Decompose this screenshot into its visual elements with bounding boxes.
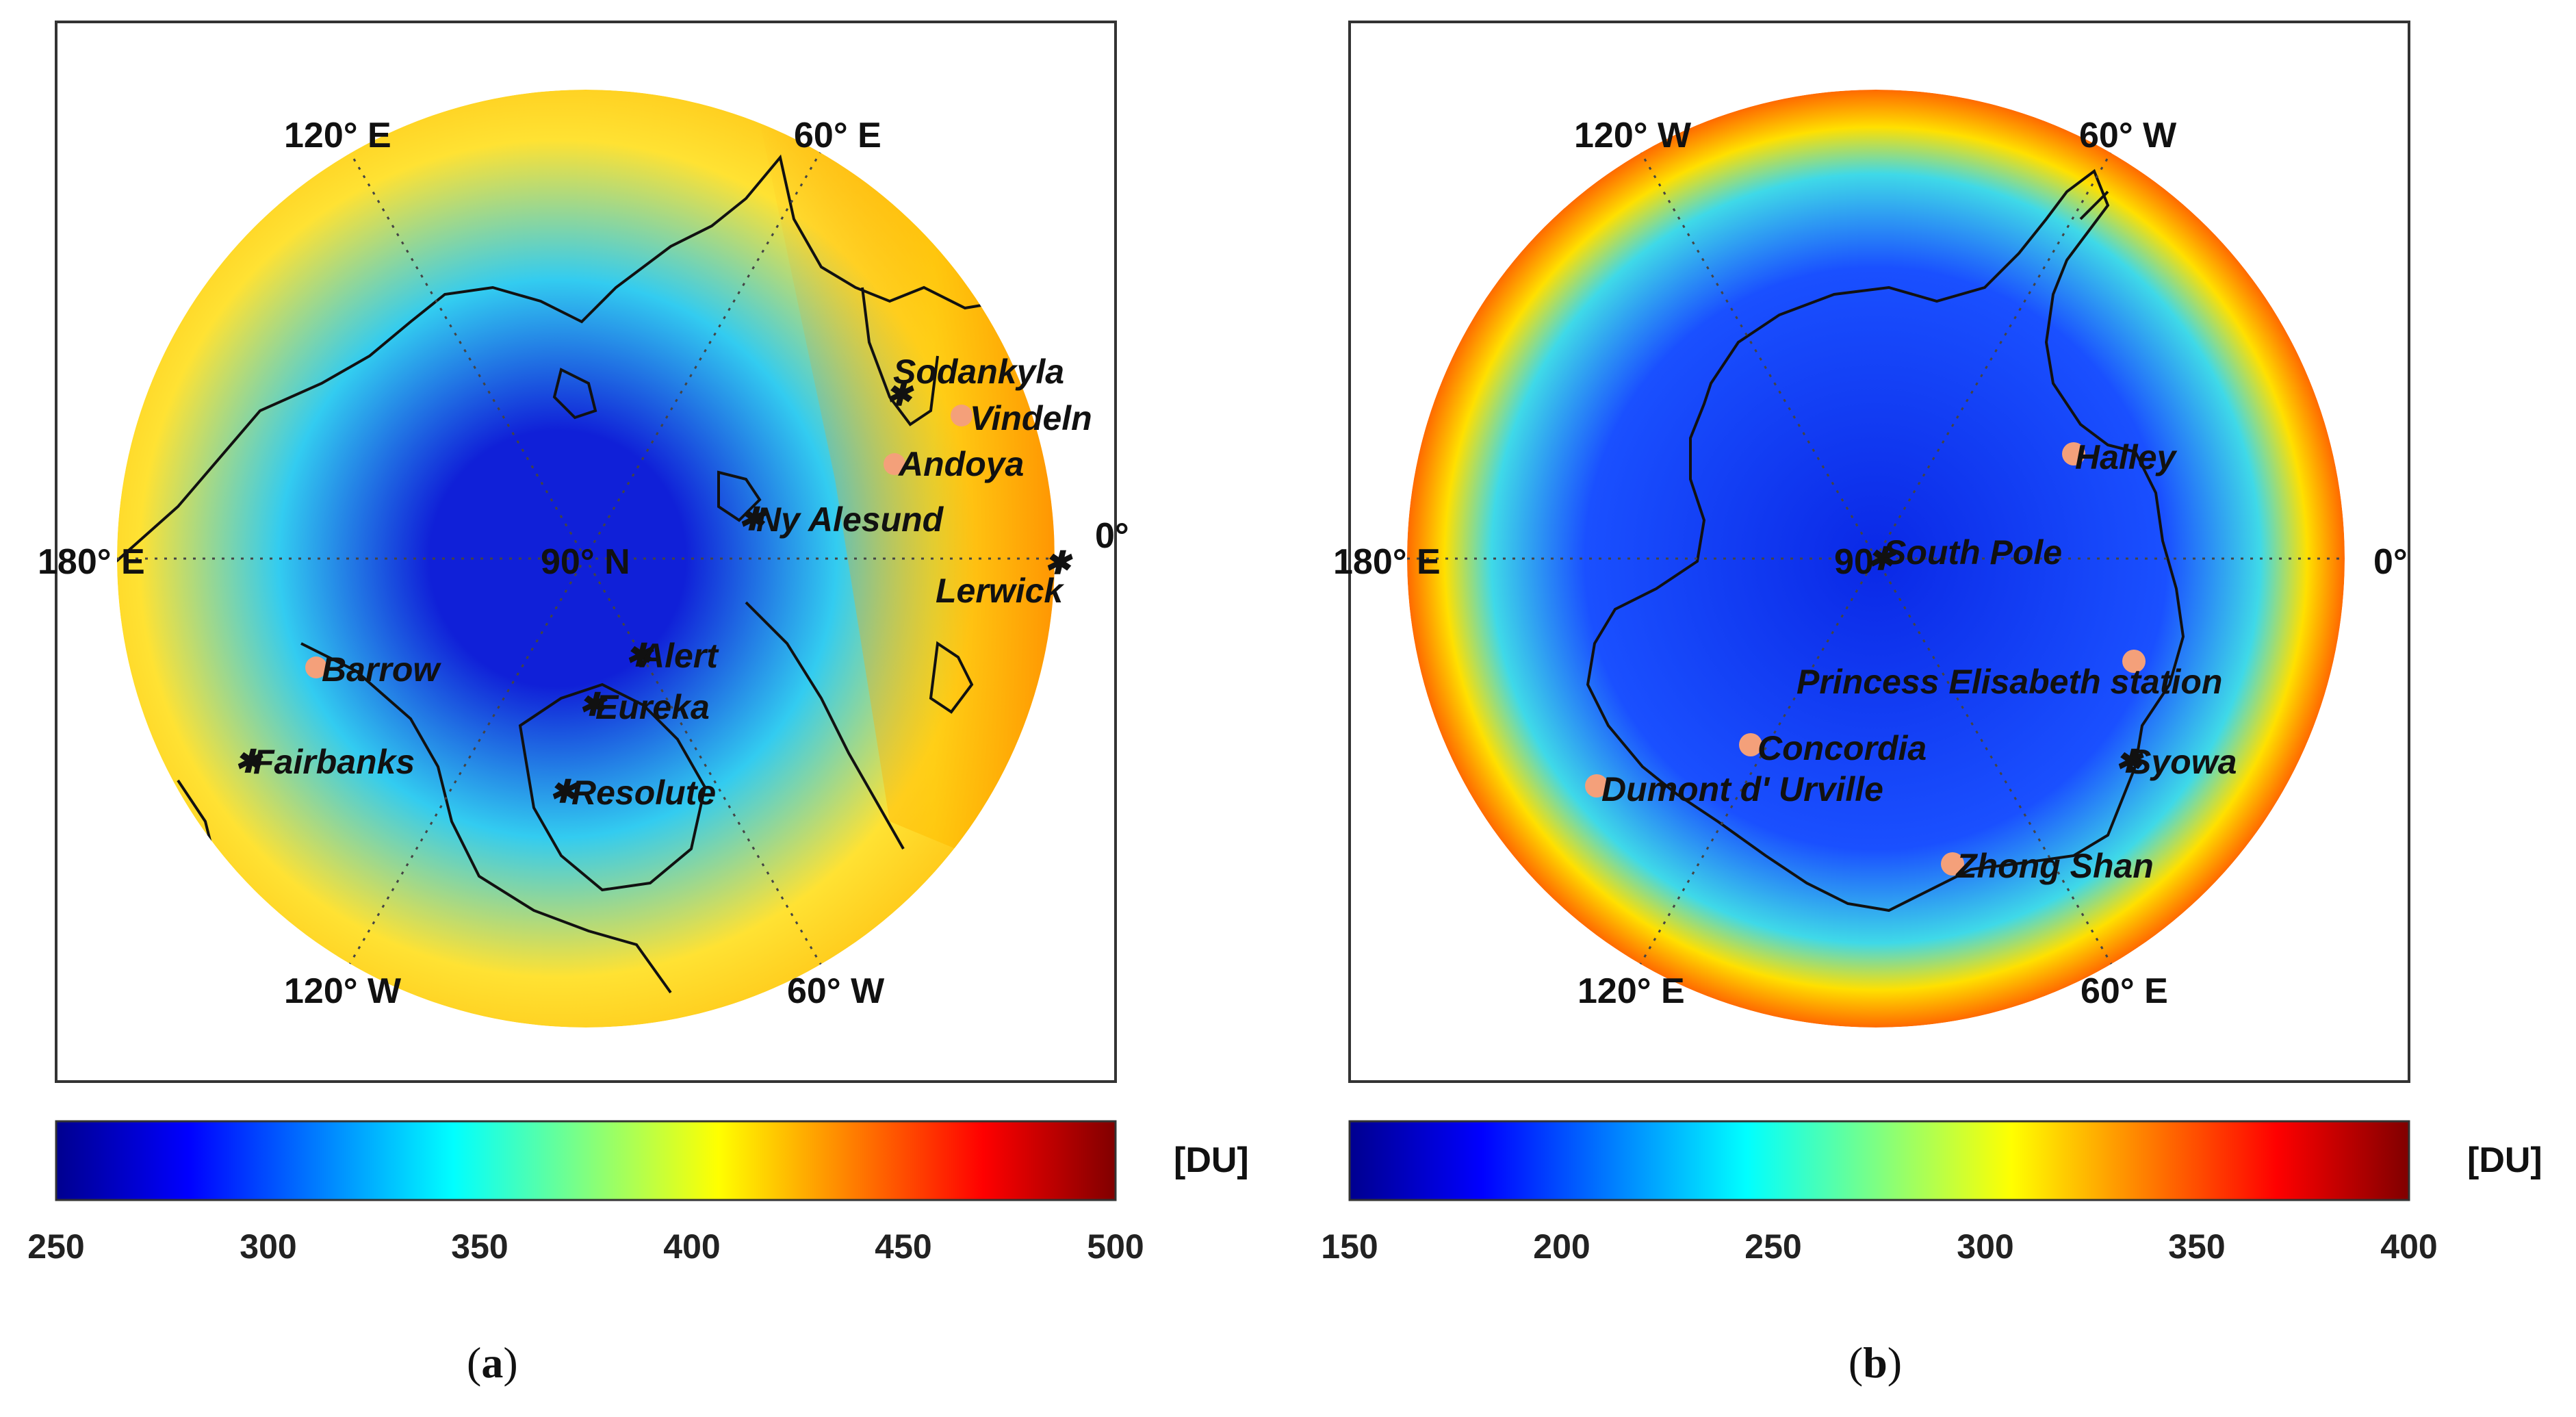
station-resolute: ✱ Resolute	[550, 774, 716, 812]
station-label: Alert	[639, 637, 719, 675]
station-label: South Pole	[1883, 533, 2062, 572]
station-ny-alesund: ✱ Ny Alesund	[738, 500, 944, 539]
panel-a-stations: ✱ Sodankyla Vindeln Andoya ✱ Ny Alesund …	[235, 353, 1092, 812]
panel-a-colorbar: [DU] 250 300 350 400 450 500	[27, 1120, 1249, 1266]
panel-b-stations: Halley ✱ South Pole Princess Elisabeth s…	[1585, 438, 2237, 885]
station-concordia: Concordia	[1739, 729, 1927, 767]
station-eureka: ✱ Eureka	[579, 687, 710, 726]
colorbar-tick: 300	[240, 1227, 296, 1266]
lon-label-bottom-right: 60° E	[2081, 971, 2168, 1011]
marker-star-icon: ✱	[2115, 743, 2144, 779]
lon-label-left: 180° E	[38, 542, 145, 582]
colorbar-ticks: 150 200 250 300 350 400	[1321, 1227, 2437, 1266]
station-label: Eureka	[595, 688, 710, 726]
station-dumont-durville: Dumont d' Urville	[1585, 770, 1883, 808]
marker-star-icon: ✱	[738, 501, 767, 537]
station-zhong-shan: Zhong Shan	[1941, 847, 2154, 885]
marker-dot-icon	[2062, 442, 2085, 465]
station-princess-elisabeth: Princess Elisabeth station	[1796, 650, 2222, 701]
colorbar-tick: 300	[1957, 1227, 2013, 1266]
colorbar-tick: 150	[1321, 1227, 1378, 1266]
marker-star-icon: ✱	[1868, 541, 1896, 576]
panel-a: 120° E 60° E 180° E 90° N 0° 120° W 60° …	[27, 21, 1249, 1387]
station-label: Resolute	[571, 774, 716, 812]
marker-star-icon: ✱	[550, 774, 578, 809]
station-label: Zhong Shan	[1955, 847, 2154, 885]
coastlines	[117, 154, 1042, 994]
marker-dot-icon	[951, 405, 973, 426]
colorbar-tick: 200	[1533, 1227, 1590, 1266]
panel-a-caption: (a)	[467, 1338, 518, 1387]
panel-a-lon-labels: 120° E 60° E 180° E 90° N 0° 120° W 60° …	[38, 116, 1129, 1011]
colorbar-unit: [DU]	[1174, 1140, 1249, 1180]
station-sodankyla: ✱ Sodankyla	[886, 353, 1064, 412]
marker-star-icon: ✱	[626, 637, 654, 673]
colorbar-tick: 350	[2168, 1227, 2225, 1266]
station-lerwick: ✱ Lerwick	[936, 545, 1073, 610]
station-label: Ny Alesund	[756, 500, 944, 539]
lon-label-bottom-left: 120° E	[1577, 971, 1685, 1011]
marker-dot-icon	[1585, 774, 1608, 797]
colorbar-tick: 250	[27, 1227, 84, 1266]
station-syowa: ✱ Syowa	[2115, 743, 2237, 781]
lon-label-bottom-left: 120° W	[284, 971, 402, 1011]
panel-b-lon-labels: 120° W 60° W 180° E 90 0° 120° E 60° E	[1333, 116, 2408, 1011]
lon-label-top-right: 60° W	[2079, 116, 2177, 155]
lon-label-right: 0°	[2373, 542, 2408, 582]
colorbar-ticks: 250 300 350 400 450 500	[27, 1227, 1144, 1266]
marker-dot-icon	[1941, 852, 1964, 876]
panel-b-colorbar: [DU] 150 200 250 300 350 400	[1321, 1120, 2542, 1266]
panel-b-caption: (b)	[1849, 1338, 1902, 1387]
colorbar-tick: 500	[1087, 1227, 1144, 1266]
marker-dot-icon	[884, 453, 905, 475]
station-label: Concordia	[1757, 729, 1927, 767]
lon-label-right: 0°	[1095, 516, 1129, 556]
marker-dot-icon	[1739, 733, 1762, 756]
panel-b-map	[1407, 90, 2345, 1027]
station-south-pole: ✱ South Pole	[1868, 533, 2062, 576]
lon-label-center: 90° N	[541, 542, 630, 582]
marker-dot-icon	[2122, 650, 2146, 673]
marker-star-icon: ✱	[235, 743, 263, 779]
marker-star-icon: ✱	[579, 687, 608, 722]
station-barrow: Barrow	[305, 650, 441, 689]
colorbar-tick: 250	[1744, 1227, 1801, 1266]
colorbar-tick: 400	[2380, 1227, 2437, 1266]
station-fairbanks: ✱ Fairbanks	[235, 743, 415, 781]
station-vindeln: Vindeln	[951, 399, 1092, 437]
station-label: Halley	[2075, 438, 2178, 476]
colorbar-tick: 400	[663, 1227, 720, 1266]
colorbar-tick: 350	[451, 1227, 508, 1266]
panel-b: 120° W 60° W 180° E 90 0° 120° E 60° E H…	[1321, 21, 2542, 1387]
colorbar	[55, 1120, 1117, 1201]
colorbar-unit: [DU]	[2467, 1140, 2542, 1180]
station-label: Vindeln	[970, 399, 1092, 437]
lon-label-center: 90	[1834, 542, 1874, 582]
coastlines	[1586, 168, 2185, 912]
station-label: Barrow	[322, 650, 441, 689]
lon-label-bottom-right: 60° W	[787, 971, 885, 1011]
lon-label-top-left: 120° W	[1574, 116, 1692, 155]
station-label: Andoya	[897, 445, 1024, 483]
station-label: Princess Elisabeth station	[1796, 663, 2222, 701]
marker-star-icon: ✱	[1044, 545, 1073, 580]
graticule	[117, 150, 1055, 966]
station-label: Dumont d' Urville	[1601, 770, 1883, 808]
station-halley: Halley	[2062, 438, 2178, 476]
station-alert: ✱ Alert	[626, 637, 720, 675]
lon-label-top-left: 120° E	[284, 116, 391, 155]
station-label: Syowa	[2128, 743, 2237, 781]
colorbar	[1348, 1120, 2410, 1201]
lon-label-top-right: 60° E	[794, 116, 881, 155]
station-label: Lerwick	[936, 572, 1064, 610]
station-andoya: Andoya	[884, 445, 1024, 483]
marker-star-icon: ✱	[886, 376, 914, 412]
graticule	[1407, 150, 2345, 966]
marker-dot-icon	[305, 656, 327, 678]
station-label: Sodankyla	[893, 353, 1064, 391]
lon-label-left: 180° E	[1333, 542, 1441, 582]
station-label: Fairbanks	[253, 743, 415, 781]
colorbar-tick: 450	[875, 1227, 931, 1266]
